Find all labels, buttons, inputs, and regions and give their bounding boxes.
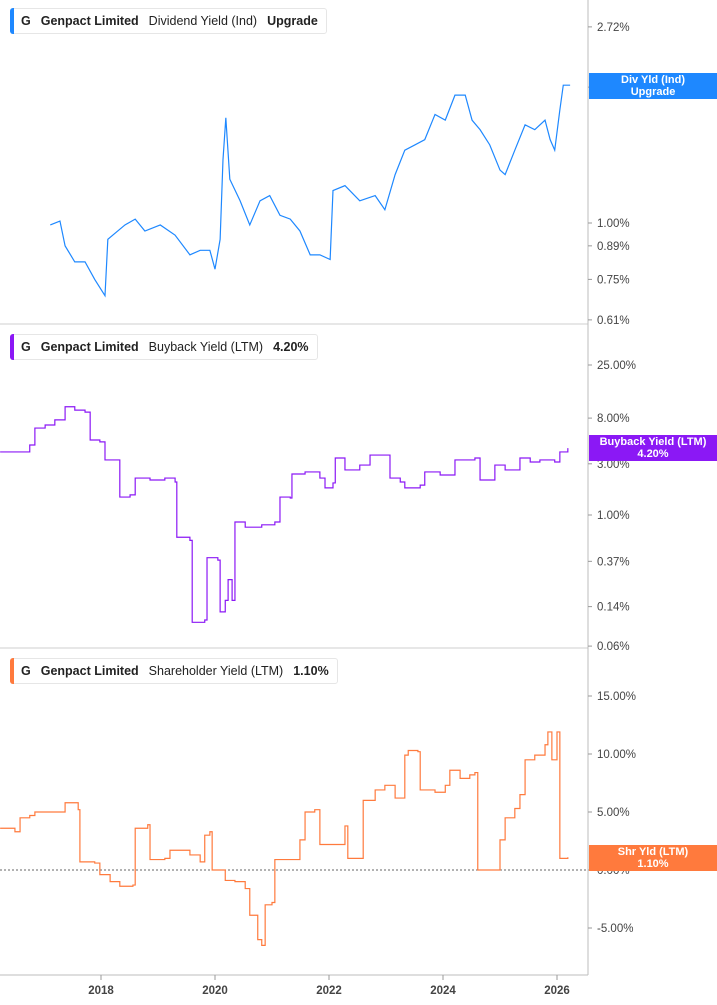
y-tick-label: -5.00% — [597, 923, 633, 935]
legend-value: 4.20% — [273, 340, 309, 354]
y-tick-label: 1.00% — [597, 510, 630, 522]
y-tick-label: 0.75% — [597, 274, 630, 286]
legend-value[interactable]: Upgrade — [267, 14, 318, 28]
series-line-1 — [0, 406, 569, 623]
x-tick-label: 2018 — [88, 985, 114, 997]
y-tick-label: 2.72% — [597, 22, 630, 34]
legend-dividend-yield[interactable]: G Genpact Limited Dividend Yield (Ind) U… — [10, 8, 327, 34]
badge-label: Shr Yld (LTM) — [617, 846, 689, 858]
badge-value: Upgrade — [630, 86, 676, 98]
legend-company: Genpact Limited — [40, 664, 139, 678]
badge-value: 4.20% — [637, 448, 669, 460]
legend-value: 1.10% — [293, 664, 329, 678]
legend-metric: Dividend Yield (Ind) — [148, 14, 258, 28]
y-tick-label: 0.61% — [597, 315, 630, 327]
x-tick-label: 2022 — [316, 985, 342, 997]
legend-color-bar — [10, 8, 14, 34]
company-logo: G — [21, 14, 31, 28]
y-tick-label: 8.00% — [597, 413, 630, 425]
y-tick-label: 15.00% — [597, 691, 636, 703]
x-tick-label: 2024 — [430, 985, 456, 997]
badge-buyback-yield: Buyback Yield (LTM) 4.20% — [589, 435, 717, 461]
y-tick-label: 3.00% — [597, 459, 630, 471]
y-tick-label: 5.00% — [597, 807, 630, 819]
y-tick-label: 0.89% — [597, 241, 630, 253]
y-tick-label: 25.00% — [597, 360, 636, 372]
legend-color-bar — [10, 334, 14, 360]
y-tick-label: 0.06% — [597, 641, 630, 653]
legend-metric: Buyback Yield (LTM) — [148, 340, 264, 354]
badge-value: 1.10% — [637, 858, 669, 870]
y-tick-label: 0.37% — [597, 556, 630, 568]
legend-color-bar — [10, 658, 14, 684]
y-tick-label: 10.00% — [597, 749, 636, 761]
legend-company: Genpact Limited — [40, 340, 139, 354]
series-line-2 — [0, 731, 569, 946]
legend-shareholder-yield[interactable]: G Genpact Limited Shareholder Yield (LTM… — [10, 658, 338, 684]
badge-shareholder-yield: Shr Yld (LTM) 1.10% — [589, 845, 717, 871]
company-logo: G — [21, 664, 31, 678]
badge-dividend-yield: Div Yld (Ind) Upgrade — [589, 73, 717, 99]
legend-company: Genpact Limited — [40, 14, 139, 28]
x-tick-label: 2020 — [202, 985, 228, 997]
badge-label: Buyback Yield (LTM) — [599, 436, 707, 448]
legend-buyback-yield[interactable]: G Genpact Limited Buyback Yield (LTM) 4.… — [10, 334, 318, 360]
y-tick-label: 1.00% — [597, 218, 630, 230]
badge-label: Div Yld (Ind) — [621, 74, 685, 86]
series-line-0 — [50, 84, 571, 298]
y-tick-label: 0.14% — [597, 602, 630, 614]
x-tick-label: 2026 — [544, 985, 570, 997]
company-logo: G — [21, 340, 31, 354]
legend-metric: Shareholder Yield (LTM) — [148, 664, 284, 678]
